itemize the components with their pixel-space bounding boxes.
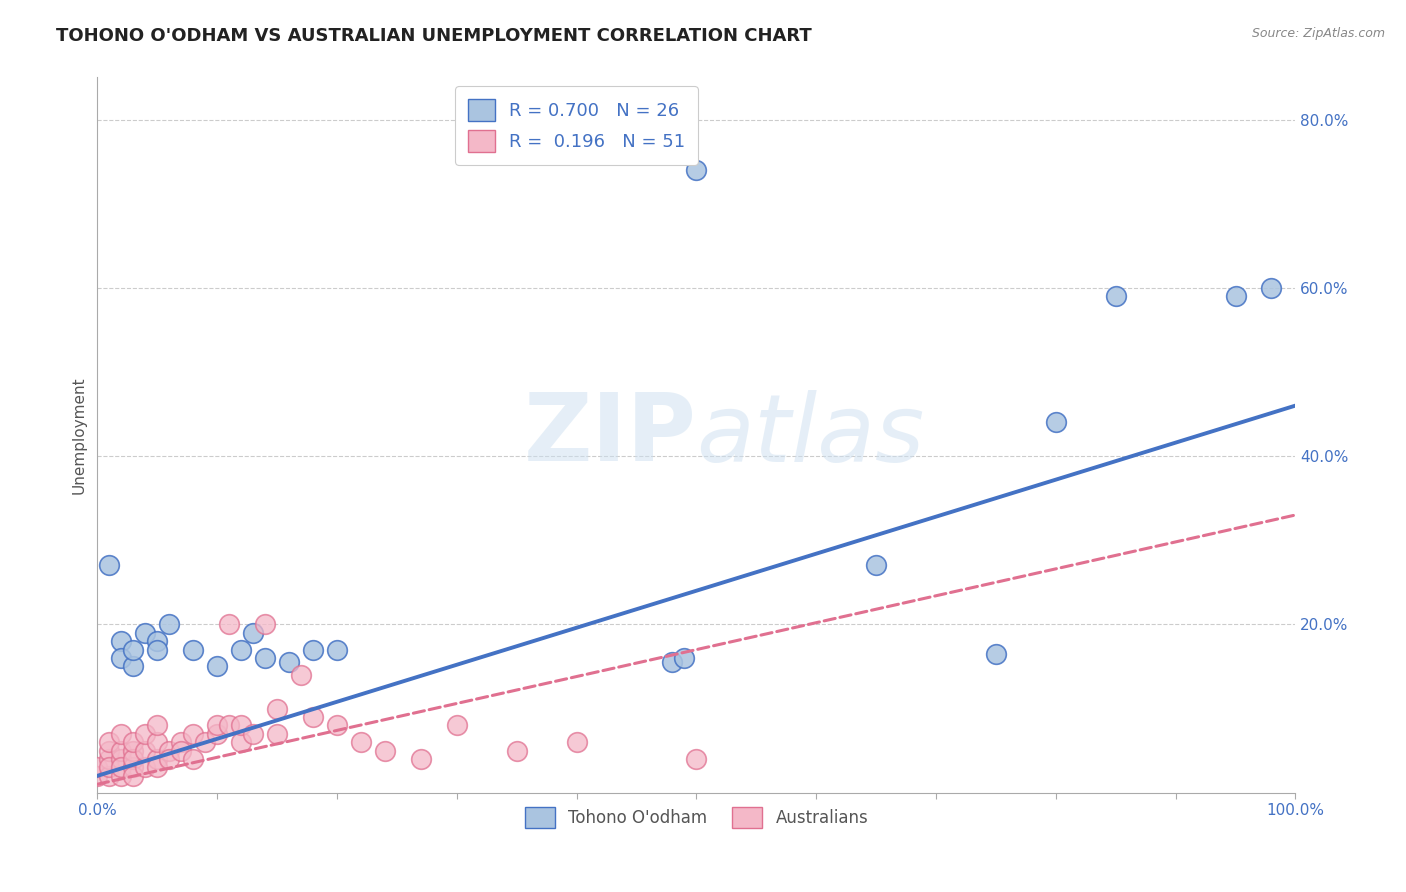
Point [254,651,277,665]
Point [146,642,169,657]
Point [374,743,396,757]
Point [134,760,156,774]
Point [110,760,132,774]
Point [122,743,145,757]
Point [254,617,277,632]
Point [865,558,887,573]
Point [170,743,193,757]
Point [229,735,252,749]
Point [122,659,145,673]
Point [98,735,121,749]
Point [302,642,325,657]
Point [1105,289,1128,303]
Point [565,735,588,749]
Point [266,727,288,741]
Point [110,769,132,783]
Point [110,651,132,665]
Point [181,727,204,741]
Point [134,727,156,741]
Point [984,647,1007,661]
Point [194,735,217,749]
Point [218,718,240,732]
Point [146,752,169,766]
Point [157,617,180,632]
Point [122,769,145,783]
Point [86,760,108,774]
Point [170,735,193,749]
Point [98,743,121,757]
Point [661,655,683,669]
Point [122,752,145,766]
Point [98,752,121,766]
Point [1260,281,1282,295]
Point [146,735,169,749]
Point [110,743,132,757]
Point [122,642,145,657]
Text: atlas: atlas [696,390,925,481]
Point [673,651,696,665]
Point [302,710,325,724]
Point [134,743,156,757]
Point [134,625,156,640]
Point [146,760,169,774]
Point [326,718,349,732]
Point [157,752,180,766]
Point [266,701,288,715]
Point [229,642,252,657]
Point [86,769,108,783]
Point [205,659,228,673]
Point [409,752,432,766]
Point [146,634,169,648]
Point [1045,416,1067,430]
Point [110,634,132,648]
Point [181,642,204,657]
Point [205,727,228,741]
Text: ZIP: ZIP [523,389,696,481]
Point [505,743,527,757]
Point [685,752,707,766]
Point [98,769,121,783]
Point [1225,289,1247,303]
Point [290,668,312,682]
Point [242,625,264,640]
Text: TOHONO O'ODHAM VS AUSTRALIAN UNEMPLOYMENT CORRELATION CHART: TOHONO O'ODHAM VS AUSTRALIAN UNEMPLOYMEN… [56,27,813,45]
Point [242,727,264,741]
Point [229,718,252,732]
Text: Source: ZipAtlas.com: Source: ZipAtlas.com [1251,27,1385,40]
Point [278,655,301,669]
Point [98,760,121,774]
Point [110,752,132,766]
Point [218,617,240,632]
Point [122,760,145,774]
Point [685,163,707,178]
Point [122,735,145,749]
Point [350,735,373,749]
Point [446,718,468,732]
Point [146,718,169,732]
Point [98,558,121,573]
Point [205,718,228,732]
Point [110,727,132,741]
Y-axis label: Unemployment: Unemployment [72,376,86,494]
Legend: Tohono O'odham, Australians: Tohono O'odham, Australians [517,801,875,834]
Point [326,642,349,657]
Point [181,752,204,766]
Point [157,743,180,757]
